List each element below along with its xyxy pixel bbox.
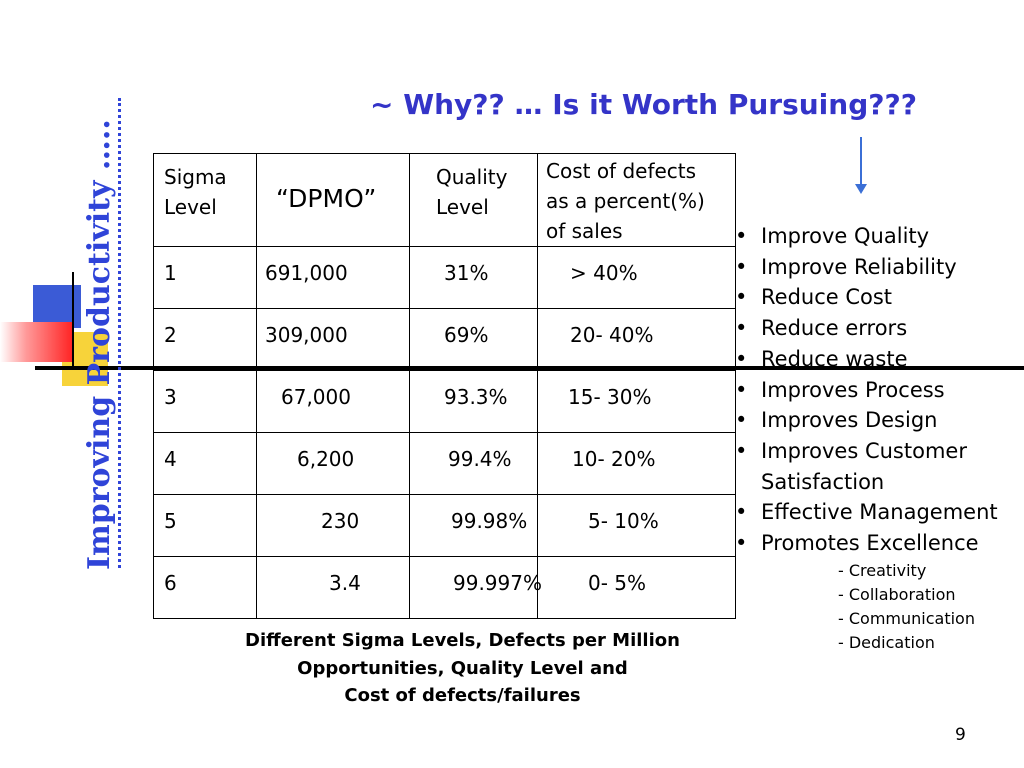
list-item: • Improves Process (735, 375, 1020, 406)
bullet-text: Improves Customer Satisfaction (761, 438, 967, 494)
sub-list-item: - Dedication (838, 632, 935, 652)
side-title: Improving Productivity ….. (82, 119, 117, 570)
bullet-icon: • (735, 316, 748, 341)
caption-line: Cost of defects/failures (344, 685, 581, 706)
slide-title: ~ Why?? … Is it Worth Pursuing??? (370, 88, 917, 121)
table-row: 2 309,000 69% 20- 40% (153, 308, 736, 371)
dpmo-cell: 67,000 (281, 385, 351, 409)
sigma-cell: 6 (164, 571, 177, 595)
bullet-icon: • (735, 438, 748, 463)
cost-cell: > 40% (570, 261, 638, 285)
header-quality: Quality Level (409, 153, 538, 247)
header-quality-line2: Level (436, 195, 489, 219)
header-quality-line1: Quality (436, 165, 508, 189)
side-dotted-line (118, 98, 125, 568)
list-item: • Improves Design (735, 405, 1020, 436)
bullet-text: Reduce Cost (761, 285, 893, 310)
list-item: • Reduce errors (735, 313, 1020, 344)
header-sigma-line1: Sigma (164, 165, 227, 189)
quality-cell: 93.3% (444, 385, 508, 409)
bullet-text: Effective Management (761, 500, 998, 525)
sigma-cell: 1 (164, 261, 177, 285)
dpmo-cell: 230 (321, 509, 360, 533)
quality-cell: 99.4% (448, 447, 512, 471)
bullet-icon: • (735, 377, 748, 402)
sub-list-item: - Creativity (838, 560, 927, 580)
header-cost-line1: Cost of defects (546, 159, 697, 183)
decorative-vertical-rule (72, 272, 74, 367)
bullet-text: Improves Process (761, 377, 945, 402)
sub-list-item: - Communication (838, 608, 975, 628)
caption-line: Different Sigma Levels, Defects per Mill… (245, 630, 680, 651)
bullet-text: Improve Reliability (761, 254, 957, 279)
sigma-cell: 4 (164, 447, 177, 471)
decorative-red-gradient (0, 322, 74, 362)
bullet-icon: • (735, 408, 748, 433)
table-row: 5 230 99.98% 5- 10% (153, 494, 736, 557)
bullet-text: Improve Quality (761, 224, 930, 248)
quality-cell: 69% (444, 323, 489, 347)
bullet-icon: • (735, 531, 748, 556)
header-sigma: Sigma Level (153, 153, 257, 247)
table-row: 6 3.4 99.997% 0- 5% (153, 556, 736, 619)
table-row: 3 67,000 93.3% 15- 30% (153, 370, 736, 433)
cost-cell: 0- 5% (588, 571, 647, 595)
dpmo-cell: 3.4 (329, 571, 361, 595)
down-arrow-head-icon (855, 184, 867, 194)
bullet-icon: • (735, 285, 748, 310)
header-cost: Cost of defects as a percent(%) of sales (537, 153, 736, 247)
page-number: 9 (955, 725, 966, 745)
dpmo-cell: 309,000 (265, 323, 348, 347)
table-row: 1 691,000 31% > 40% (153, 246, 736, 309)
sigma-table: Sigma Level “DPMO” Quality Level Cost of… (153, 153, 736, 619)
list-item: • Improve Reliability (735, 252, 1020, 283)
sub-list-item: - Collaboration (838, 584, 956, 604)
bullet-text: Reduce errors (761, 316, 908, 341)
cost-cell: 5- 10% (588, 509, 659, 533)
quality-cell: 99.98% (451, 509, 528, 533)
header-cost-line3: of sales (546, 219, 623, 243)
cost-cell: 10- 20% (572, 447, 656, 471)
bullet-text: Improves Design (761, 408, 938, 433)
table-row: 4 6,200 99.4% 10- 20% (153, 432, 736, 495)
down-arrow-icon (860, 137, 862, 187)
quality-cell: 31% (444, 261, 489, 285)
list-item: • Reduce waste (735, 344, 1020, 375)
cost-cell: 20- 40% (570, 323, 654, 347)
sigma-cell: 2 (164, 323, 177, 347)
sigma-cell: 5 (164, 509, 177, 533)
list-item: • Reduce Cost (735, 282, 1020, 313)
benefits-list: • Improve Quality • Improve Reliability • R… (735, 221, 1020, 655)
header-cost-line2: as a percent(%) (546, 189, 705, 213)
header-dpmo: “DPMO” (256, 153, 410, 247)
dpmo-cell: 6,200 (297, 447, 355, 471)
caption-line: Opportunities, Quality Level and (297, 657, 628, 679)
bullet-text: Reduce waste (761, 346, 908, 371)
bullet-text: Promotes Excellence (761, 531, 979, 556)
bullet-icon: • (735, 224, 748, 248)
table-header-row: Sigma Level “DPMO” Quality Level Cost of… (153, 153, 736, 247)
list-item: • Improves Customer Satisfaction (735, 436, 1020, 497)
bullet-icon: • (735, 500, 748, 525)
dpmo-cell: 691,000 (265, 261, 348, 285)
header-dpmo-text: “DPMO” (276, 184, 377, 213)
header-sigma-line2: Level (164, 195, 217, 219)
table-caption: Different Sigma Levels, Defects per Mill… (200, 627, 725, 710)
sigma-cell: 3 (164, 385, 177, 409)
cost-cell: 15- 30% (568, 385, 652, 409)
list-item: • Effective Management (735, 497, 1020, 528)
list-item: • Improve Quality (735, 221, 1020, 252)
quality-cell: 99.997% (453, 571, 542, 595)
list-item: • Promotes Excellence (735, 528, 1020, 559)
sub-list: - Creativity - Collaboration - Communica… (838, 559, 1020, 655)
bullet-icon: • (735, 346, 748, 371)
bullet-icon: • (735, 254, 748, 279)
